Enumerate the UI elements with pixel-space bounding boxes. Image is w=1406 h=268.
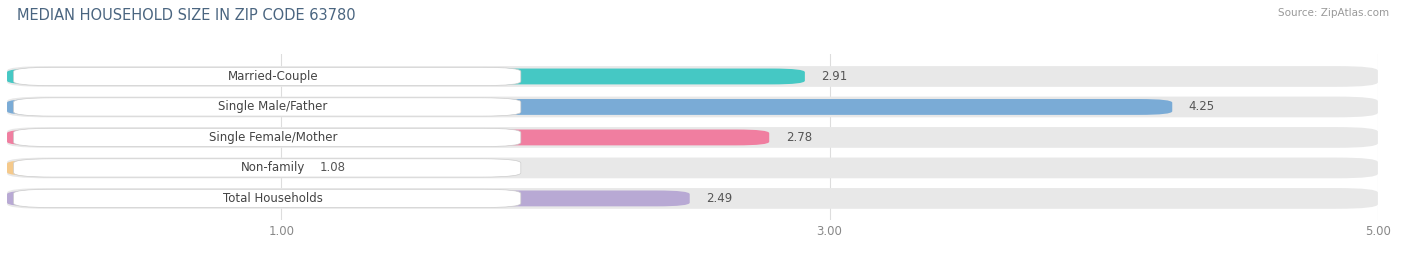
- Text: 2.49: 2.49: [706, 192, 733, 205]
- Text: 4.25: 4.25: [1188, 100, 1215, 113]
- FancyBboxPatch shape: [7, 66, 1378, 87]
- Text: Single Male/Father: Single Male/Father: [218, 100, 328, 113]
- FancyBboxPatch shape: [7, 69, 804, 84]
- FancyBboxPatch shape: [14, 128, 520, 147]
- Text: 1.08: 1.08: [319, 161, 346, 174]
- FancyBboxPatch shape: [7, 160, 304, 176]
- FancyBboxPatch shape: [7, 188, 1378, 209]
- FancyBboxPatch shape: [7, 127, 1378, 148]
- Text: 2.78: 2.78: [786, 131, 811, 144]
- FancyBboxPatch shape: [14, 189, 520, 207]
- Text: MEDIAN HOUSEHOLD SIZE IN ZIP CODE 63780: MEDIAN HOUSEHOLD SIZE IN ZIP CODE 63780: [17, 8, 356, 23]
- FancyBboxPatch shape: [14, 67, 520, 85]
- FancyBboxPatch shape: [7, 129, 769, 145]
- Text: Source: ZipAtlas.com: Source: ZipAtlas.com: [1278, 8, 1389, 18]
- FancyBboxPatch shape: [7, 191, 690, 206]
- Text: Married-Couple: Married-Couple: [228, 70, 318, 83]
- FancyBboxPatch shape: [14, 98, 520, 116]
- FancyBboxPatch shape: [7, 96, 1378, 117]
- Text: Non-family: Non-family: [240, 161, 305, 174]
- FancyBboxPatch shape: [7, 158, 1378, 178]
- Text: 2.91: 2.91: [821, 70, 848, 83]
- FancyBboxPatch shape: [7, 99, 1173, 115]
- FancyBboxPatch shape: [14, 159, 520, 177]
- Text: Single Female/Mother: Single Female/Mother: [208, 131, 337, 144]
- Text: Total Households: Total Households: [224, 192, 323, 205]
